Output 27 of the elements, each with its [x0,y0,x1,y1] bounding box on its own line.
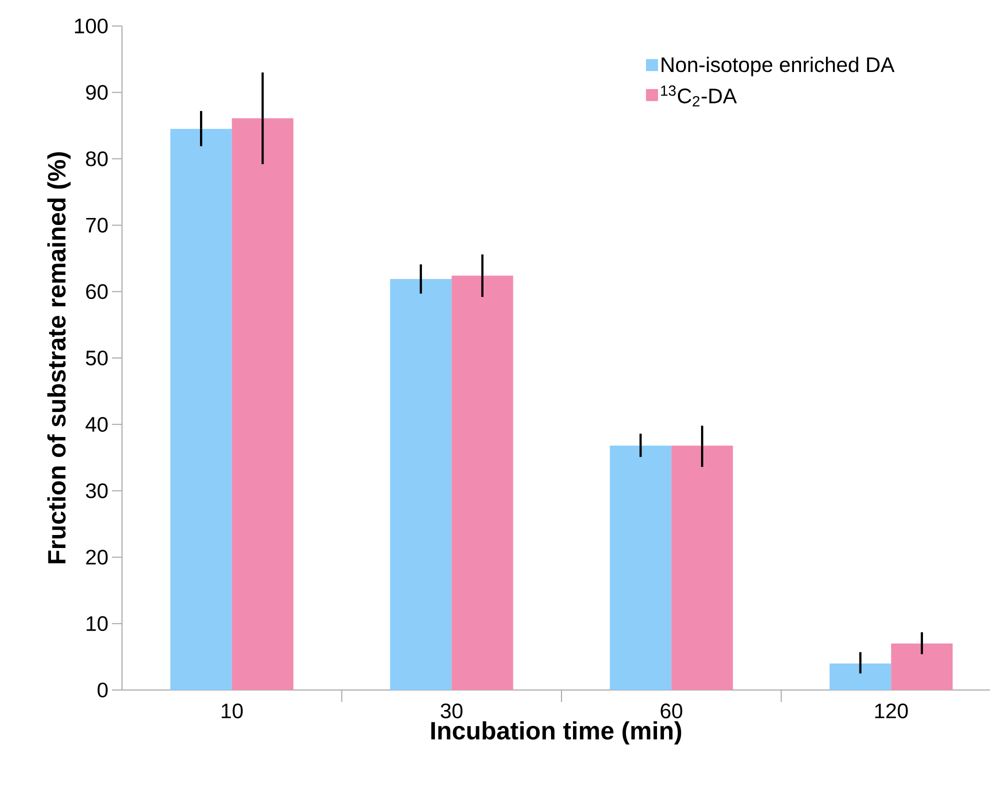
x-axis-title: Incubation time (min) [431,721,682,745]
bar [452,276,514,690]
y-tick-label: 100 [75,18,108,34]
bar [891,644,953,690]
legend-label: Non-isotope enriched DA [662,56,895,76]
bar [830,663,892,690]
bar [170,128,232,690]
y-tick-label: 70 [86,218,108,233]
y-tick-label: 0 [98,682,108,698]
bar [671,446,733,690]
y-tick-label: 60 [86,284,108,300]
y-tick-label: 20 [86,550,108,565]
y-tick-label: 30 [86,483,108,498]
bar [390,278,452,690]
x-tick-label: 10 [222,704,243,718]
x-tick-label: 120 [875,704,908,718]
y-tick-label: 50 [86,350,108,366]
y-tick-label: 90 [86,84,108,100]
y-tick-label: 10 [86,616,108,632]
y-tick-label: 80 [86,151,108,166]
bar [610,446,672,690]
y-tick-label: 40 [86,416,108,432]
legend-label: $^{13}$C$_{2}$-DA [661,85,737,106]
x-tick-label: 30 [440,704,462,718]
y-axis-title: Fruction of substrate remained (%) [47,152,71,564]
x-tick-label: 60 [660,704,682,718]
bar [232,118,294,690]
